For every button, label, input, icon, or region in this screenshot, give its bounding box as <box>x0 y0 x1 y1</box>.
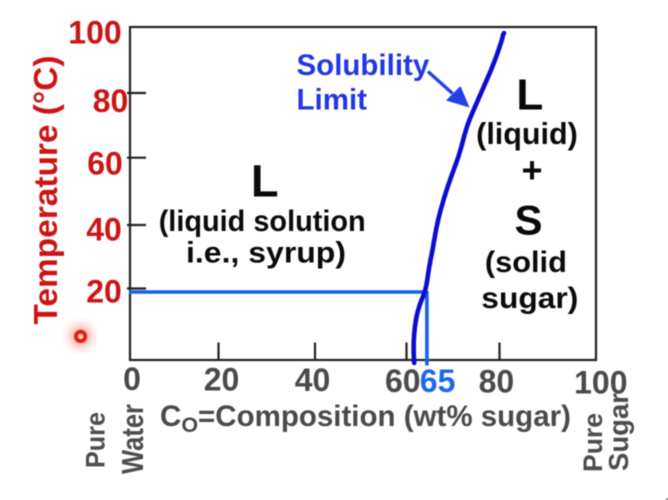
svg-text:Temperature (°C): Temperature (°C) <box>27 56 64 325</box>
svg-text:sugar): sugar) <box>481 282 578 315</box>
svg-text:100: 100 <box>68 15 121 51</box>
svg-text:+: + <box>521 150 542 191</box>
svg-text:(liquid): (liquid) <box>476 117 578 151</box>
svg-text:60: 60 <box>87 146 123 182</box>
svg-text:Sugar: Sugar <box>603 393 634 471</box>
svg-text:CO=Composition (wt% sugar): CO=Composition (wt% sugar) <box>160 400 571 437</box>
svg-text:20: 20 <box>204 362 240 398</box>
svg-text:i.e., syrup): i.e., syrup) <box>186 237 346 270</box>
svg-text:80: 80 <box>479 364 515 400</box>
svg-text:L: L <box>516 70 543 119</box>
svg-text:Water: Water <box>115 404 150 474</box>
svg-text:60: 60 <box>385 363 421 399</box>
svg-text:40: 40 <box>86 212 122 248</box>
svg-text:100: 100 <box>574 365 627 401</box>
svg-text:S: S <box>514 197 542 244</box>
svg-text:20: 20 <box>86 274 122 310</box>
svg-text:40: 40 <box>295 362 331 398</box>
svg-text:L: L <box>251 156 279 207</box>
svg-text:(liquid solution: (liquid solution <box>159 205 366 238</box>
svg-text:80: 80 <box>93 83 129 119</box>
svg-text:65: 65 <box>420 363 456 399</box>
svg-text:0: 0 <box>123 361 141 397</box>
svg-text:(solid: (solid <box>485 246 567 279</box>
svg-text:Pure: Pure <box>578 413 608 472</box>
svg-text:Solubility: Solubility <box>297 49 430 82</box>
svg-text:Limit: Limit <box>297 83 368 116</box>
svg-text:Pure: Pure <box>81 412 111 468</box>
